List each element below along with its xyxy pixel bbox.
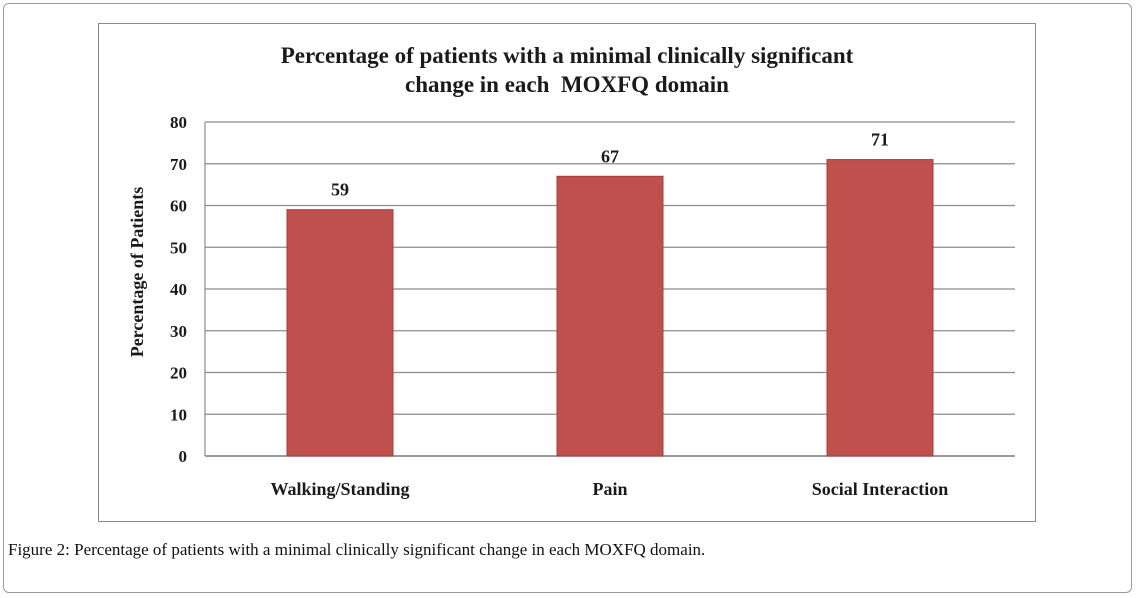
y-tick-label: 10 — [170, 405, 187, 424]
y-tick-label: 20 — [170, 364, 187, 383]
caption-text: Percentage of patients with a minimal cl… — [69, 540, 706, 559]
x-tick-label: Social Interaction — [812, 479, 949, 499]
bar — [826, 159, 934, 457]
y-tick-label: 40 — [170, 280, 187, 299]
chart-title-line-1: Percentage of patients with a minimal cl… — [281, 43, 854, 68]
y-tick-label: 50 — [170, 238, 187, 257]
bar — [286, 209, 394, 457]
data-label: 67 — [601, 146, 619, 166]
y-tick-label: 0 — [179, 447, 188, 466]
figure-frame — [3, 3, 1132, 593]
data-label: 71 — [871, 130, 889, 150]
y-axis-label: Percentage of Patients — [127, 187, 147, 358]
x-tick-label: Pain — [592, 479, 627, 499]
y-tick-label: 70 — [170, 155, 187, 174]
bar — [556, 175, 664, 457]
y-tick-label: 80 — [170, 113, 187, 132]
bars — [286, 159, 934, 457]
caption-label: Figure 2: — [8, 540, 70, 559]
y-tick-label: 30 — [170, 322, 187, 341]
y-tick-label: 60 — [170, 197, 187, 216]
x-tick-label: Walking/Standing — [270, 479, 409, 499]
figure-caption: Figure 2: Percentage of patients with a … — [8, 540, 705, 560]
data-label: 59 — [331, 180, 349, 200]
chart-title-line-2: change in each MOXFQ domain — [405, 72, 729, 97]
labels: 0 10 20 30 40 50 60 70 80 59 Walking/Standing 67 Pai… — [170, 113, 948, 499]
